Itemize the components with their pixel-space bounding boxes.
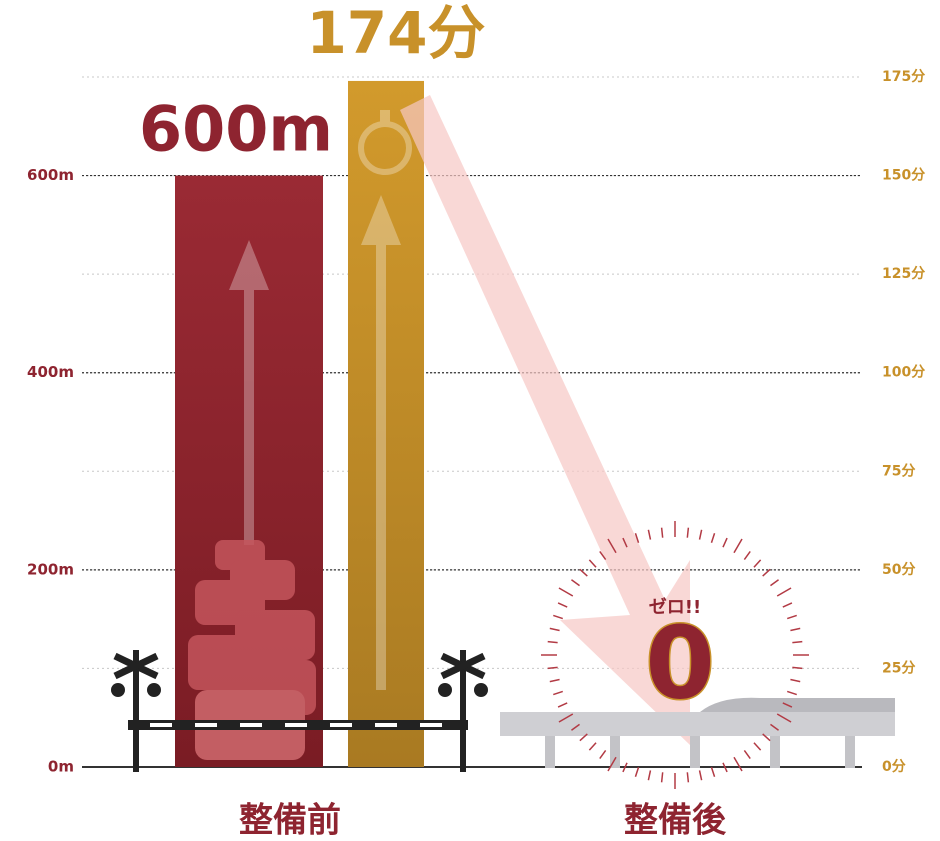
clock-tick: [553, 614, 564, 620]
clock-tick: [786, 690, 797, 696]
y2-tick-label: 0分: [882, 759, 906, 775]
clock-tick: [722, 537, 728, 548]
value-label: 600m: [139, 93, 333, 166]
y-tick-label: 400m: [27, 363, 74, 381]
labels: 0分 25分 50分 75分 100分 125分 150分 175分 0m 200m 400m 600…: [27, 0, 925, 841]
clock-tick: [622, 537, 628, 548]
clock-tick: [753, 559, 762, 568]
clock-tick: [660, 772, 664, 783]
clock-tick: [698, 529, 703, 540]
clock-tick: [782, 602, 793, 608]
clock-tick: [571, 723, 580, 731]
clock-tick: [634, 766, 640, 777]
clock-tick: [743, 750, 751, 759]
y2-tick-label: 75分: [882, 463, 915, 479]
viaduct: [500, 697, 895, 768]
clock-tick: [770, 579, 779, 587]
value-label: 0: [645, 604, 715, 721]
clock-tick: [557, 602, 568, 608]
clock-tick: [743, 551, 751, 560]
clock-tick: [553, 690, 564, 696]
clock-tick: [599, 750, 607, 759]
clock-ring: [541, 521, 809, 789]
y2-tick-label: 125分: [882, 266, 925, 282]
clock-tick: [776, 713, 792, 723]
clock-tick: [660, 527, 664, 538]
clock-tick: [588, 559, 597, 568]
y2-tick-label: 175分: [882, 69, 925, 85]
clock-tick: [622, 762, 628, 773]
clock-tick: [762, 568, 771, 577]
clock-tick: [762, 733, 771, 742]
clock-tick: [792, 666, 803, 670]
clock-tick: [607, 538, 617, 554]
category-label: 整備前: [239, 801, 341, 841]
clock-tick: [770, 723, 779, 731]
clock-tick: [558, 587, 574, 597]
clock-tick: [686, 772, 690, 783]
clock-tick: [698, 770, 703, 781]
clock-tick: [776, 587, 792, 597]
clock-tick: [571, 579, 580, 587]
y-tick-label: 0m: [48, 758, 74, 776]
clock-tick: [710, 533, 716, 544]
clock-tick: [579, 733, 588, 742]
clock-tick: [588, 742, 597, 751]
clock-tick: [647, 770, 652, 781]
clock-tick: [733, 756, 743, 772]
clock-tick: [558, 713, 574, 723]
clock-tick: [753, 742, 762, 751]
clock-tick: [599, 551, 607, 560]
y2-tick-label: 150分: [882, 168, 925, 184]
level-crossings: [111, 650, 488, 772]
clock-tick: [733, 538, 743, 554]
annotation: ゼロ!!: [649, 596, 701, 618]
clock-tick: [790, 678, 801, 683]
clock-tick: [549, 627, 560, 632]
clock-tick: [557, 702, 568, 708]
y-tick-label: 200m: [27, 560, 74, 578]
clock-tick: [579, 568, 588, 577]
clock-tick: [547, 640, 558, 644]
clock-tick: [786, 614, 797, 620]
decrease-arrow: [400, 95, 690, 745]
value-label: 174分: [306, 0, 485, 67]
up-arrows: [229, 110, 412, 690]
y-tick-label: 600m: [27, 166, 74, 184]
clock-tick: [547, 666, 558, 670]
clock-tick: [686, 527, 690, 538]
y2-tick-label: 100分: [882, 365, 925, 381]
y2-tick-label: 25分: [882, 660, 915, 676]
clock-tick: [782, 702, 793, 708]
clock-tick: [790, 627, 801, 632]
clock-tick: [549, 678, 560, 683]
bar: [348, 80, 424, 767]
category-label: 整備後: [624, 801, 727, 841]
clock-tick: [647, 529, 652, 540]
clock-tick: [634, 533, 640, 544]
clock-tick: [710, 766, 716, 777]
y2-tick-label: 50分: [882, 562, 915, 578]
clock-tick: [722, 762, 728, 773]
clock-tick: [607, 756, 617, 772]
clock-tick: [792, 640, 803, 644]
